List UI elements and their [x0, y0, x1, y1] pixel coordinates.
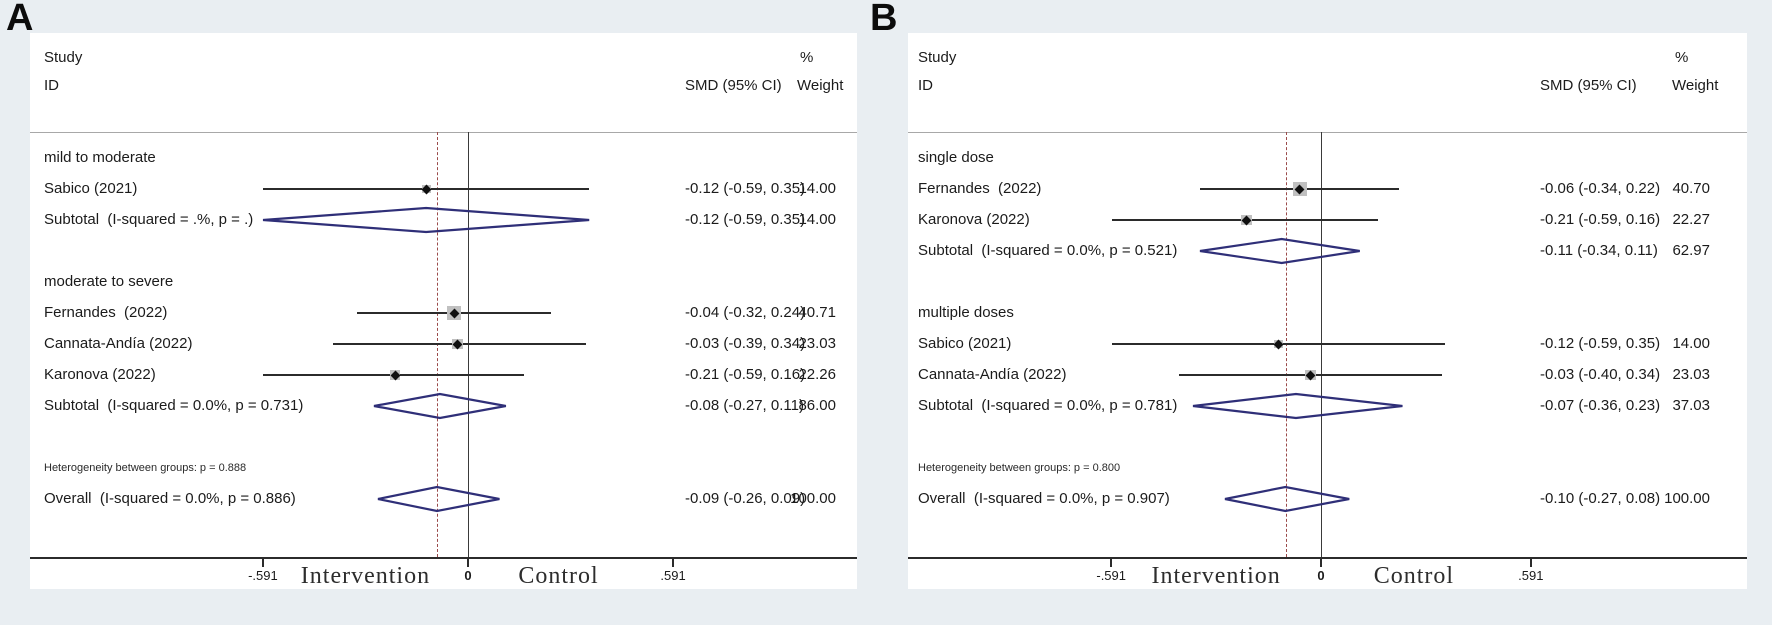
study-label: Sabico (2021): [44, 180, 138, 197]
column-header-weight: Weight: [1672, 77, 1719, 94]
smd-value: -0.12 (-0.59, 0.35): [685, 180, 806, 197]
smd-value: -0.12 (-0.59, 0.35): [685, 211, 806, 228]
axis-tick-label: -.591: [1096, 568, 1126, 583]
weight-value: 22.26: [798, 366, 836, 383]
study-label: Subtotal (I-squared = 0.0%, p = 0.781): [918, 397, 1178, 414]
pooled-diamond: [374, 392, 507, 420]
group-header: multiple doses: [918, 304, 1014, 321]
axis-tick: [467, 559, 469, 567]
weight-value: 37.03: [1672, 397, 1710, 414]
smd-value: -0.09 (-0.26, 0.09): [685, 490, 806, 507]
weight-value: 62.97: [1672, 242, 1710, 259]
pooled-diamond: [1200, 237, 1361, 265]
panel: Study ID% SMD (95% CI) Weight single dose Fer…: [908, 33, 1747, 589]
axis-tick: [672, 559, 675, 567]
group-header: moderate to severe: [44, 273, 174, 290]
axis-tick-label: .591: [1518, 568, 1544, 583]
study-label: Overall (I-squared = 0.0%, p = 0.907): [918, 490, 1170, 507]
header-separator: [30, 132, 857, 133]
panel-label: B: [870, 0, 899, 39]
column-header-percent: %: [800, 49, 814, 66]
weight-value: 22.27: [1672, 211, 1710, 228]
axis-tick-label: .591: [660, 568, 686, 583]
study-label: Cannata-Andía (2022): [44, 335, 193, 352]
group-header: mild to moderate: [44, 149, 156, 166]
study-label: Cannata-Andía (2022): [918, 366, 1067, 383]
group-header: single dose: [918, 149, 994, 166]
axis-group-label-control: Control: [1373, 563, 1455, 589]
column-header-smd: SMD (95% CI): [685, 77, 782, 94]
axis-tick: [1320, 559, 1322, 567]
smd-value: -0.21 (-0.59, 0.16): [685, 366, 806, 383]
panel: Study ID% SMD (95% CI) Weight mild to modera…: [30, 33, 857, 589]
smd-value: -0.10 (-0.27, 0.08): [1540, 490, 1661, 507]
axis-tick: [1110, 559, 1113, 567]
weight-value: 100.00: [790, 490, 836, 507]
heterogeneity-note: Heterogeneity between groups: p = 0.800: [918, 462, 1121, 474]
weight-value: 14.00: [798, 211, 836, 228]
column-header-study: Study: [44, 49, 83, 66]
pooled-diamond: [377, 485, 500, 513]
smd-value: -0.06 (-0.34, 0.22): [1540, 180, 1661, 197]
axis-line: [30, 557, 857, 559]
smd-value: -0.07 (-0.36, 0.23): [1540, 397, 1661, 414]
axis-tick: [261, 559, 264, 567]
axis-group-label-intervention: Intervention: [300, 563, 431, 589]
study-label: Subtotal (I-squared = .%, p = .): [44, 211, 254, 228]
axis-tick-label: -.591: [248, 568, 278, 583]
smd-value: -0.12 (-0.59, 0.35): [1540, 335, 1661, 352]
weight-value: 14.00: [798, 180, 836, 197]
study-label: Fernandes (2022): [918, 180, 1042, 197]
axis-tick: [1529, 559, 1532, 567]
study-label: Karonova (2022): [918, 211, 1030, 228]
column-header-smd: SMD (95% CI): [1540, 77, 1637, 94]
smd-value: -0.03 (-0.39, 0.34): [685, 335, 806, 352]
study-label: Subtotal (I-squared = 0.0%, p = 0.731): [44, 397, 304, 414]
study-label: Sabico (2021): [918, 335, 1012, 352]
axis-group-label-control: Control: [518, 563, 599, 589]
smd-value: -0.04 (-0.32, 0.24): [685, 304, 806, 321]
smd-value: -0.08 (-0.27, 0.11): [685, 397, 804, 414]
pooled-diamond: [263, 206, 590, 234]
column-header-percent: %: [1675, 49, 1689, 66]
weight-value: 40.70: [1672, 180, 1710, 197]
column-header-weight: Weight: [797, 77, 844, 94]
axis-line: [908, 557, 1747, 559]
study-label: Overall (I-squared = 0.0%, p = 0.886): [44, 490, 296, 507]
column-header-id: ID: [44, 77, 59, 94]
study-label: Fernandes (2022): [44, 304, 168, 321]
smd-value: -0.11 (-0.34, 0.11): [1540, 242, 1658, 259]
weight-value: 23.03: [798, 335, 836, 352]
header-separator: [908, 132, 1747, 133]
axis-tick-label: 0: [464, 568, 472, 583]
pooled-diamond: [1224, 485, 1350, 513]
heterogeneity-note: Heterogeneity between groups: p = 0.888: [44, 462, 247, 474]
smd-value: -0.21 (-0.59, 0.16): [1540, 211, 1661, 228]
study-label: Karonova (2022): [44, 366, 156, 383]
column-header-study: Study: [918, 49, 957, 66]
axis-tick-label: 0: [1317, 568, 1325, 583]
weight-value: 23.03: [1672, 366, 1710, 383]
panel-label: A: [6, 0, 35, 39]
axis-group-label-intervention: Intervention: [1151, 563, 1281, 589]
weight-value: 100.00: [1664, 490, 1710, 507]
weight-value: 40.71: [798, 304, 836, 321]
column-header-id: ID: [918, 77, 933, 94]
weight-value: 14.00: [1672, 335, 1710, 352]
weight-value: 86.00: [798, 397, 836, 414]
pooled-diamond: [1193, 392, 1403, 420]
study-label: Subtotal (I-squared = 0.0%, p = 0.521): [918, 242, 1178, 259]
smd-value: -0.03 (-0.40, 0.34): [1540, 366, 1661, 383]
